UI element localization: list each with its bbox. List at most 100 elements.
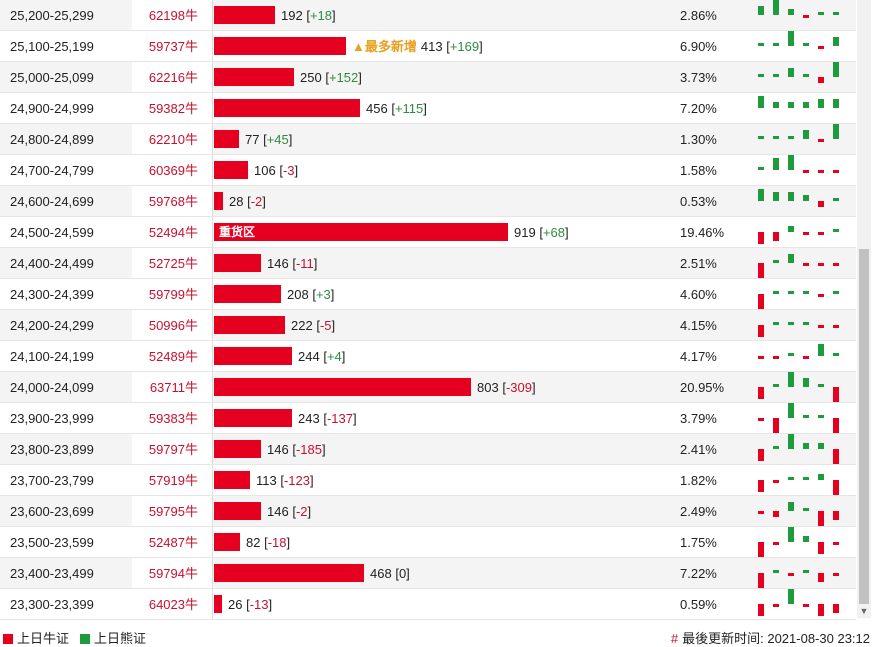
cbbc-code-link[interactable]: 59737牛 xyxy=(132,31,212,61)
strike-range: 24,300-24,399 xyxy=(10,287,94,302)
spark-bar-bear xyxy=(803,43,809,46)
value: 146 xyxy=(267,256,289,271)
spark-bar-bear xyxy=(788,102,794,108)
spark-bar-bull xyxy=(773,232,779,241)
cbbc-code-link[interactable]: 52494牛 xyxy=(132,217,212,247)
table-row: 23,600-23,699 59795牛 146 [-2] 2.49% xyxy=(0,496,856,527)
cbbc-code-link[interactable]: 57919牛 xyxy=(132,465,212,495)
cbbc-code-link[interactable]: 64023牛 xyxy=(132,589,212,619)
strike-range: 24,400-24,499 xyxy=(10,256,94,271)
cbbc-code-link[interactable]: 60369牛 xyxy=(132,155,212,185)
percentage: 1.82% xyxy=(680,473,717,488)
cbbc-code-link[interactable]: 59799牛 xyxy=(132,279,212,309)
strike-range: 23,400-23,499 xyxy=(10,566,94,581)
cbbc-code-link[interactable]: 59382牛 xyxy=(132,93,212,123)
spark-bar-bull xyxy=(818,139,824,142)
bar-cell: 244 [+4] xyxy=(212,341,673,371)
change: +152 xyxy=(328,70,359,85)
spark-bar-bull xyxy=(758,294,764,309)
spark-bar-bull xyxy=(773,604,779,607)
spark-bar-bull xyxy=(758,511,764,514)
spark-bar-bear xyxy=(818,344,824,356)
hash-icon: # xyxy=(670,631,679,646)
spark-bar-bear xyxy=(803,443,809,449)
spark-bar-bull xyxy=(818,325,824,328)
cbbc-code-link[interactable]: 59768牛 xyxy=(132,186,212,216)
cbbc-code-link[interactable]: 52489牛 xyxy=(132,341,212,371)
spark-bar-bull xyxy=(833,449,839,464)
spark-bar-bear xyxy=(788,136,794,139)
change: -13 xyxy=(249,597,269,612)
spark-bar-bull xyxy=(803,15,809,18)
cbbc-code-link[interactable]: 62198牛 xyxy=(132,0,212,30)
spark-bar-bear xyxy=(803,102,809,108)
spark-bar-bull xyxy=(803,170,809,173)
spark-bar-bear xyxy=(818,474,824,480)
spark-bar-bear xyxy=(773,322,779,325)
spark-bar-bear xyxy=(803,130,809,139)
strike-range: 23,500-23,599 xyxy=(10,535,94,550)
change: -309 xyxy=(505,380,532,395)
bar-cell: 重货区 919 [+68] xyxy=(212,217,673,247)
spark-bar-bear xyxy=(788,226,794,232)
cbbc-code-link[interactable]: 63711牛 xyxy=(132,372,212,402)
table-row: 24,100-24,199 52489牛 244 [+4] 4.17% xyxy=(0,341,856,372)
scrollbar-thumb[interactable] xyxy=(859,249,869,604)
spark-bar-bull xyxy=(803,604,809,607)
sparkline xyxy=(752,465,839,495)
cbbc-code-link[interactable]: 59795牛 xyxy=(132,496,212,526)
cbbc-code-link[interactable]: 59383牛 xyxy=(132,403,212,433)
volume-bar xyxy=(214,285,281,303)
value: 413 xyxy=(420,39,443,54)
spark-bar-bear xyxy=(833,99,839,108)
spark-bar-bear xyxy=(788,31,794,46)
value-text: 244 [+4] xyxy=(298,349,346,364)
spark-bar-bull xyxy=(758,604,764,616)
bar-cell: 106 [-3] xyxy=(212,155,673,185)
spark-bar-bull xyxy=(803,356,809,359)
volume-bar xyxy=(214,471,250,489)
change: -18 xyxy=(267,535,287,550)
volume-bar xyxy=(214,316,285,334)
last-update-text: 最後更新时间: 2021-08-30 23:12 xyxy=(682,631,870,646)
percentage: 1.30% xyxy=(680,132,717,147)
cbbc-code-link[interactable]: 50996牛 xyxy=(132,310,212,340)
spark-bar-bear xyxy=(803,322,809,325)
value: 208 xyxy=(287,287,309,302)
value-text: 222 [-5] xyxy=(291,318,336,333)
volume-bar xyxy=(214,347,292,365)
percentage: 4.17% xyxy=(680,349,717,364)
change: -2 xyxy=(295,504,308,519)
cbbc-code-link[interactable]: 62216牛 xyxy=(132,62,212,92)
spark-bar-bull xyxy=(818,232,824,235)
change: +4 xyxy=(326,349,342,364)
spark-bar-bear xyxy=(833,198,839,201)
spark-bar-bear xyxy=(803,378,809,387)
volume-bar xyxy=(214,440,261,458)
spark-bar-bear xyxy=(788,502,794,511)
scroll-down-arrow-icon[interactable]: ▼ xyxy=(859,606,869,616)
cbbc-code-link[interactable]: 59794牛 xyxy=(132,558,212,588)
spark-bar-bear xyxy=(803,570,809,573)
cbbc-code-link[interactable]: 52725牛 xyxy=(132,248,212,278)
strike-range: 23,900-23,999 xyxy=(10,411,94,426)
cbbc-code-link[interactable]: 52487牛 xyxy=(132,527,212,557)
percentage: 2.51% xyxy=(680,256,717,271)
bar-cell: 222 [-5] xyxy=(212,310,673,340)
value-text: 250 [+152] xyxy=(300,70,362,85)
spark-bar-bear xyxy=(788,589,794,604)
spark-bar-bear xyxy=(833,124,839,139)
sparkline xyxy=(752,341,839,371)
cbbc-code-link[interactable]: 59797牛 xyxy=(132,434,212,464)
spark-bar-bull xyxy=(818,263,824,266)
cbbc-code-link[interactable]: 62210牛 xyxy=(132,124,212,154)
bar-cell: ▲最多新增 413 [+169] xyxy=(212,31,673,61)
change: -11 xyxy=(295,256,314,271)
bar-cell: 146 [-2] xyxy=(212,496,673,526)
bar-cell: 468 [0] xyxy=(212,558,673,588)
table-row: 24,400-24,499 52725牛 146 [-11] 2.51% xyxy=(0,248,856,279)
legend-bear: 上日熊证 xyxy=(80,628,146,647)
spark-bar-bear xyxy=(788,254,794,263)
table-row: 24,300-24,399 59799牛 208 [+3] 4.60% xyxy=(0,279,856,310)
spark-bar-bull xyxy=(758,387,764,399)
